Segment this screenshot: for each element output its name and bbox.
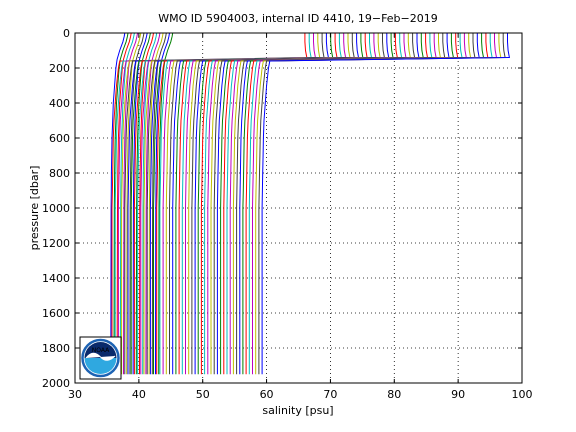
profile-line bbox=[242, 33, 485, 375]
plot-frame bbox=[74, 32, 523, 384]
y-tick-label: 800 bbox=[49, 167, 70, 180]
profile-line bbox=[116, 33, 132, 375]
x-tick-label: 30 bbox=[68, 388, 82, 401]
profile-line bbox=[188, 33, 411, 375]
profile-line bbox=[155, 33, 170, 375]
noaa-logo: NOAA bbox=[79, 336, 122, 380]
profile-line bbox=[255, 33, 502, 375]
profile-line bbox=[133, 33, 338, 375]
profile-line bbox=[162, 33, 377, 375]
profile-line bbox=[216, 33, 450, 375]
profile-line bbox=[145, 33, 161, 375]
profile-line bbox=[151, 33, 167, 375]
profile-line bbox=[165, 33, 381, 375]
y-tick-label: 1400 bbox=[42, 272, 70, 285]
y-tick-label: 2000 bbox=[42, 377, 70, 390]
logo-bird bbox=[85, 352, 116, 361]
profile-line bbox=[258, 33, 506, 375]
profile-line bbox=[140, 33, 347, 375]
profile-line bbox=[124, 33, 325, 375]
profile-line bbox=[119, 33, 135, 375]
x-tick-label: 50 bbox=[196, 388, 210, 401]
profile-line bbox=[220, 33, 454, 375]
x-tick-label: 40 bbox=[132, 388, 146, 401]
profile-line bbox=[197, 33, 424, 375]
profile-line bbox=[127, 33, 329, 375]
x-tick-label: 100 bbox=[512, 388, 533, 401]
y-axis-label: pressure [dbar] bbox=[28, 166, 41, 251]
profile-line bbox=[139, 33, 154, 375]
profile-line bbox=[142, 33, 158, 375]
profile-line bbox=[229, 33, 467, 375]
profile-line bbox=[204, 33, 433, 375]
profile-line bbox=[175, 33, 394, 375]
y-tick-label: 1800 bbox=[42, 342, 70, 355]
logo-text: NOAA bbox=[92, 347, 110, 354]
profile-line bbox=[129, 33, 145, 375]
y-tick-label: 400 bbox=[49, 97, 70, 110]
logo-bottom bbox=[84, 358, 117, 374]
profile-line bbox=[135, 33, 151, 375]
profile-line bbox=[210, 33, 441, 375]
profile-line bbox=[178, 33, 398, 375]
profile-line bbox=[236, 33, 476, 375]
y-tick-label: 600 bbox=[49, 132, 70, 145]
profile-line bbox=[245, 33, 489, 375]
profile-line bbox=[248, 33, 493, 375]
x-axis-label: salinity [psu] bbox=[262, 404, 333, 417]
profile-line bbox=[232, 33, 472, 375]
profile-line bbox=[158, 33, 174, 375]
profile-line bbox=[121, 33, 321, 375]
x-tick-label: 90 bbox=[451, 388, 465, 401]
profile-line bbox=[213, 33, 446, 375]
profile-line bbox=[146, 33, 355, 375]
profile-line bbox=[200, 33, 429, 375]
profile-line bbox=[153, 33, 364, 375]
profile-line bbox=[111, 33, 308, 375]
profile-line bbox=[169, 33, 385, 375]
profile-line bbox=[113, 33, 129, 375]
y-tick-label: 0 bbox=[63, 27, 70, 40]
y-tick-label: 200 bbox=[49, 62, 70, 75]
profile-line bbox=[185, 33, 407, 375]
profile-line bbox=[117, 33, 316, 375]
profile-line bbox=[149, 33, 360, 375]
profile-line bbox=[172, 33, 390, 375]
profile-line bbox=[156, 33, 368, 375]
profile-line bbox=[226, 33, 463, 375]
profile-line bbox=[181, 33, 403, 375]
profile-line bbox=[261, 33, 510, 375]
profile-line bbox=[207, 33, 437, 375]
y-tick-label: 1600 bbox=[42, 307, 70, 320]
axis-ticks: 30 40 50 60 70 80 90 10002004006008001000120014… bbox=[42, 27, 533, 401]
profile-line bbox=[110, 33, 126, 375]
profile-line bbox=[191, 33, 416, 375]
profile-line bbox=[137, 33, 342, 375]
profile-line bbox=[126, 33, 142, 375]
x-tick-label: 80 bbox=[387, 388, 401, 401]
x-tick-label: 70 bbox=[323, 388, 337, 401]
profile-line bbox=[143, 33, 351, 375]
y-tick-label: 1200 bbox=[42, 237, 70, 250]
profile-line bbox=[252, 33, 498, 375]
profile-line bbox=[123, 33, 139, 375]
profiles bbox=[110, 33, 510, 375]
profile-line bbox=[148, 33, 164, 375]
profile-line bbox=[239, 33, 480, 375]
profile-line bbox=[159, 33, 373, 375]
profile-line bbox=[114, 33, 312, 375]
chart-title: WMO ID 5904003, internal ID 4410, 19−Feb… bbox=[158, 12, 438, 25]
profile-line bbox=[223, 33, 459, 375]
x-tick-label: 60 bbox=[260, 388, 274, 401]
profile-line bbox=[132, 33, 148, 375]
profile-line bbox=[130, 33, 334, 375]
y-tick-label: 1000 bbox=[42, 202, 70, 215]
profile-line bbox=[194, 33, 420, 375]
